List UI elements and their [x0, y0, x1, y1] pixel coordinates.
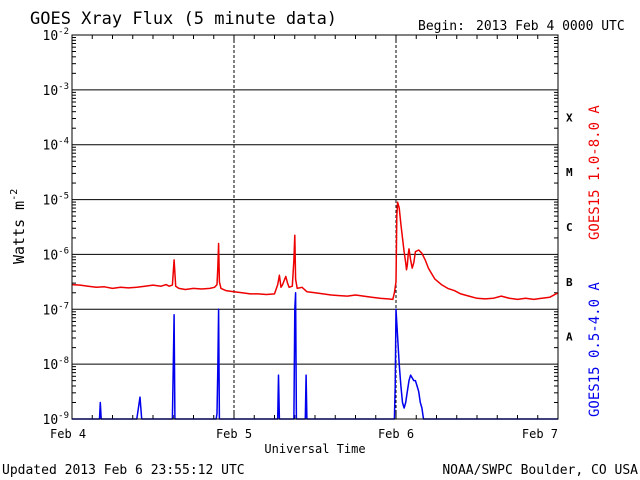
- flare-class-label: A: [566, 331, 573, 344]
- y-tick-labels: 10-9 10-8 10-7 10-6 10-5 10-4 10-3 10-2: [43, 27, 70, 428]
- y-tick-label: 10-3: [43, 82, 70, 99]
- x-tick-label: Feb 6: [378, 427, 414, 441]
- x-axis-label: Universal Time: [264, 442, 365, 456]
- begin-value: 2013 Feb 4 0000 UTC: [476, 19, 625, 34]
- legend-blue: GOES15 0.5-4.0 A: [587, 282, 603, 417]
- series-line-short: [72, 292, 558, 420]
- x-tick-label: Feb 7: [522, 427, 558, 441]
- y-tick-label: 10-7: [43, 301, 70, 318]
- day-divider-lines: [71, 35, 559, 419]
- updated-timestamp: Updated 2013 Feb 6 23:55:12 UTC: [2, 463, 245, 478]
- y-axis-label-exponent: -2: [9, 189, 20, 201]
- begin-label: Begin:: [418, 19, 465, 34]
- flare-class-label: X: [566, 111, 573, 124]
- y-axis-label: Watts m-2: [9, 189, 28, 264]
- series-layer: [71, 201, 559, 420]
- y-axis-label-text: Watts m-2: [9, 189, 28, 264]
- plot-frame: [71, 34, 559, 420]
- y-tick-label: 10-8: [43, 356, 70, 373]
- x-tick-label: Feb 4: [50, 427, 86, 441]
- y-tick-label: 10-5: [43, 192, 70, 209]
- legend-blue-label: GOES15 0.5-4.0 A: [587, 282, 603, 417]
- y-tick-label: 10-2: [43, 27, 70, 44]
- flare-class-label: B: [566, 276, 573, 289]
- flare-class-label: M: [566, 166, 573, 179]
- legend-red: GOES15 1.0-8.0 A: [587, 105, 603, 240]
- legend-red-label: GOES15 1.0-8.0 A: [587, 105, 603, 240]
- series-line-long: [71, 201, 559, 301]
- y-tick-label: 10-4: [43, 137, 70, 154]
- y-tick-label: 10-6: [43, 246, 70, 263]
- flare-class-label: C: [566, 221, 573, 234]
- chart-title: GOES Xray Flux (5 minute data): [30, 9, 337, 29]
- x-tick-label: Feb 5: [216, 427, 252, 441]
- grid-lines: [72, 37, 558, 403]
- y-tick-label: 10-9: [43, 411, 70, 428]
- credit-text: NOAA/SWPC Boulder, CO USA: [442, 463, 638, 478]
- y-axis-label-base: Watts m: [10, 201, 28, 264]
- x-tick-labels: Feb 4 Feb 5 Feb 6 Feb 7: [50, 427, 558, 441]
- flare-class-labels: A B C M X: [566, 111, 573, 343]
